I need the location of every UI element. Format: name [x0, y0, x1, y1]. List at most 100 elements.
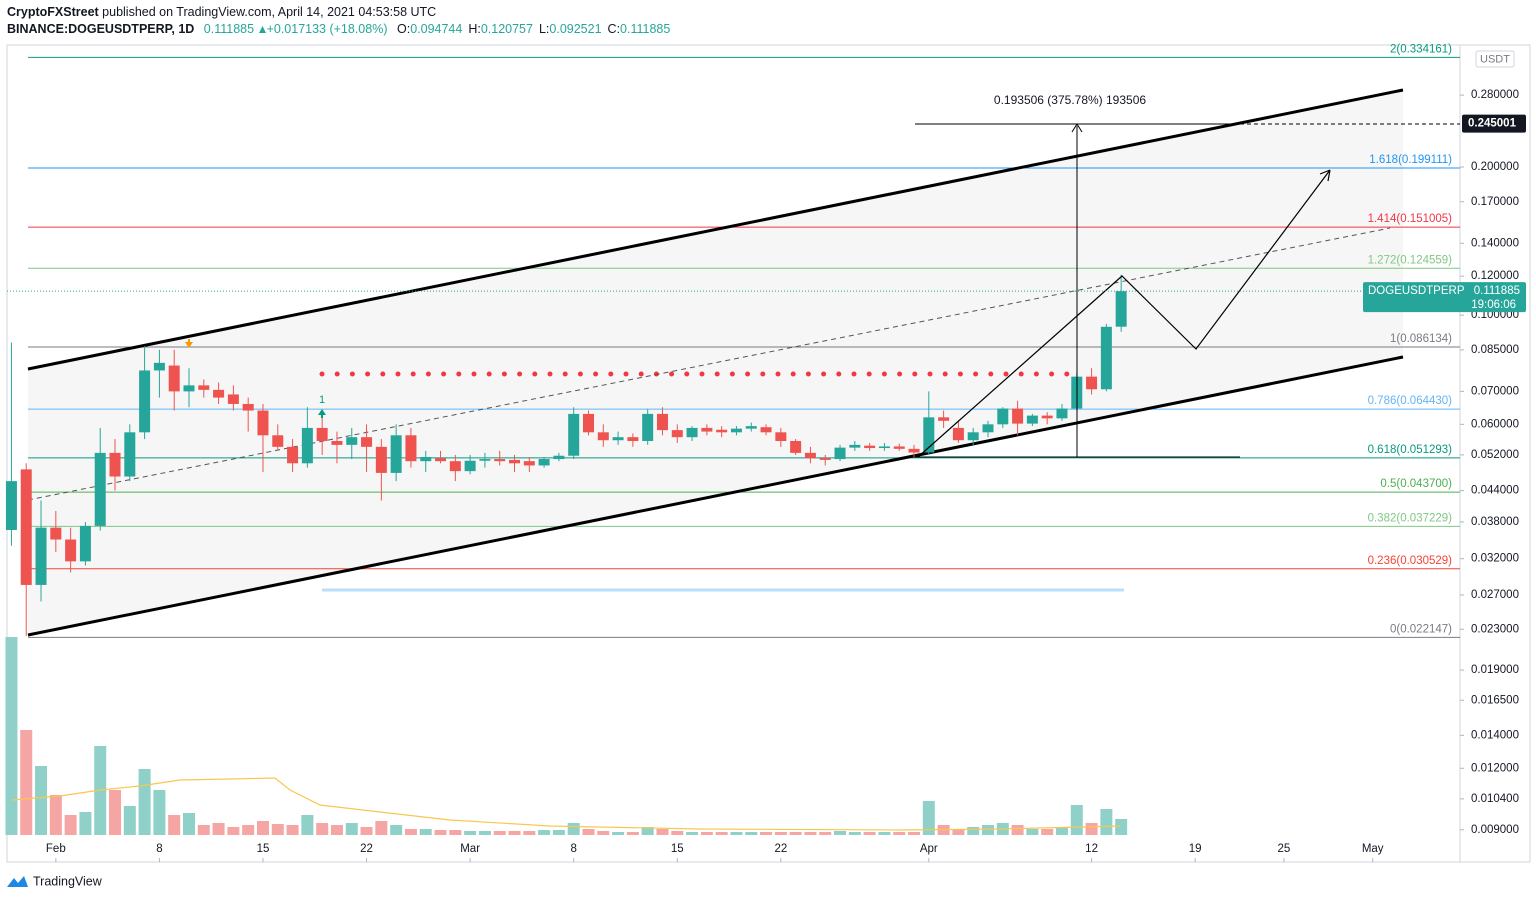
header: CryptoFXStreet published on TradingView.…: [7, 4, 670, 38]
volume-bar: [1055, 827, 1068, 835]
channel-lower: [27, 355, 1404, 637]
volume-bar: [1011, 825, 1024, 835]
candle-body: [730, 428, 742, 433]
candle-body: [346, 437, 358, 445]
candle-body: [35, 527, 47, 585]
volume-bar: [893, 832, 906, 835]
price-tags: DOGEUSDTPERP 0.111885 19:06:06 0.245001: [7, 114, 1526, 313]
candle-body: [168, 365, 180, 392]
y-tick-label: 0.012000: [1471, 762, 1519, 774]
volume-bar: [20, 730, 33, 835]
volume-bar: [5, 637, 18, 835]
volume-bar: [819, 832, 832, 835]
fib-label: 0.5(0.043700): [1380, 478, 1452, 490]
candle-body: [982, 424, 994, 433]
candle-body: [582, 413, 594, 433]
signal-up: [318, 409, 326, 418]
x-tick-label: 22: [360, 843, 373, 855]
y-tick-label: 0.032000: [1471, 553, 1519, 565]
target-label: 0.245001: [1468, 118, 1517, 130]
x-tick-label: 12: [1085, 843, 1098, 855]
ohlc: O:0.094744 H:0.120757 L:0.092521 C:0.111885: [391, 22, 670, 36]
candle-body: [938, 417, 950, 421]
volume-bar: [582, 829, 595, 835]
volume-bar: [612, 832, 625, 835]
volume-bar: [1115, 819, 1128, 835]
volume-bar: [1085, 823, 1098, 835]
volume-bar: [952, 829, 965, 835]
volume-bar: [1026, 829, 1039, 835]
candle-body: [1041, 415, 1053, 419]
time-axis: Feb 8 15 22 Mar 8 15 22 Apr 12 19 25 May: [46, 843, 1384, 862]
candle-body: [213, 389, 225, 398]
volume-bar: [464, 831, 477, 835]
candle-body: [538, 459, 550, 466]
y-tick-label: 0.052000: [1471, 449, 1519, 461]
candle-body: [479, 459, 491, 461]
volume-bar: [212, 823, 225, 835]
volume-bar: [567, 823, 580, 835]
candle-body: [153, 362, 165, 371]
candle-body: [834, 447, 846, 460]
last-price: 0.111885: [203, 22, 255, 36]
volume-bar: [626, 832, 639, 835]
y-tick-label: 0.016500: [1471, 694, 1519, 706]
channel-fill: [28, 90, 1403, 635]
volume-bar: [197, 825, 210, 835]
channel-upper: [27, 88, 1404, 371]
ohlc-key: O:: [396, 22, 411, 36]
candle-body: [849, 444, 861, 448]
candle-body: [287, 446, 299, 464]
candle-body: [745, 426, 757, 429]
candle-body: [494, 459, 506, 462]
volume-bar: [1041, 829, 1054, 835]
volume-bar: [227, 827, 240, 835]
y-tick-label: 0.010400: [1471, 793, 1519, 805]
volume-bar: [182, 813, 195, 835]
volume-bar: [686, 832, 699, 835]
y-tick-label: 0.009000: [1471, 824, 1519, 836]
volume-bar: [834, 831, 847, 835]
logo: TradingView: [7, 874, 103, 888]
candle-body: [523, 461, 535, 466]
volume-bar: [345, 823, 358, 835]
volume-bar: [242, 825, 255, 835]
candle-body: [5, 481, 17, 530]
countdown: 19:06:06: [1471, 299, 1516, 311]
candle-body: [760, 427, 772, 433]
y-tick-label: 0.023000: [1471, 623, 1519, 635]
fib-label: 0.382(0.037229): [1368, 512, 1453, 524]
candle-body: [79, 525, 91, 562]
candle-body: [198, 385, 210, 390]
x-tick-label: 15: [671, 843, 684, 855]
fib-label: 0(0.022147): [1390, 623, 1452, 635]
volume-bar: [493, 831, 506, 835]
symbol-line: BINANCE:DOGEUSDTPERP, 1D 0.111885 +0.017…: [7, 21, 670, 38]
candle-body: [464, 460, 476, 472]
plot-frame: [6, 44, 1531, 863]
x-tick-label: 22: [774, 843, 787, 855]
signal-label: 1: [319, 394, 325, 406]
candle-body: [139, 370, 151, 433]
publisher: CryptoFXStreet: [7, 5, 99, 19]
last-price-value: 0.111885: [1474, 285, 1520, 297]
y-tick-label: 0.027000: [1471, 589, 1519, 601]
volume-bar: [360, 827, 373, 835]
price-axis: 0.280000 0.200000 0.170000 0.140000 0.120000…: [1460, 89, 1519, 836]
volume-bar: [656, 829, 669, 835]
y-tick-label: 0.038000: [1471, 516, 1519, 528]
symbol: BINANCE:DOGEUSDTPERP, 1D: [7, 22, 195, 36]
candle-body: [183, 385, 195, 392]
candle-body: [908, 448, 920, 453]
y-tick-label: 0.044000: [1471, 485, 1519, 497]
y-tick-label: 0.100000: [1471, 309, 1519, 321]
ohlc-key: L:: [538, 22, 550, 36]
candle-body: [375, 446, 387, 473]
fib-label: 0.786(0.064430): [1368, 395, 1453, 407]
candle-body: [701, 427, 713, 432]
candle-body: [65, 539, 77, 562]
volume-bar: [301, 815, 314, 835]
candle-body: [1026, 415, 1038, 424]
volume-bar: [760, 832, 773, 835]
